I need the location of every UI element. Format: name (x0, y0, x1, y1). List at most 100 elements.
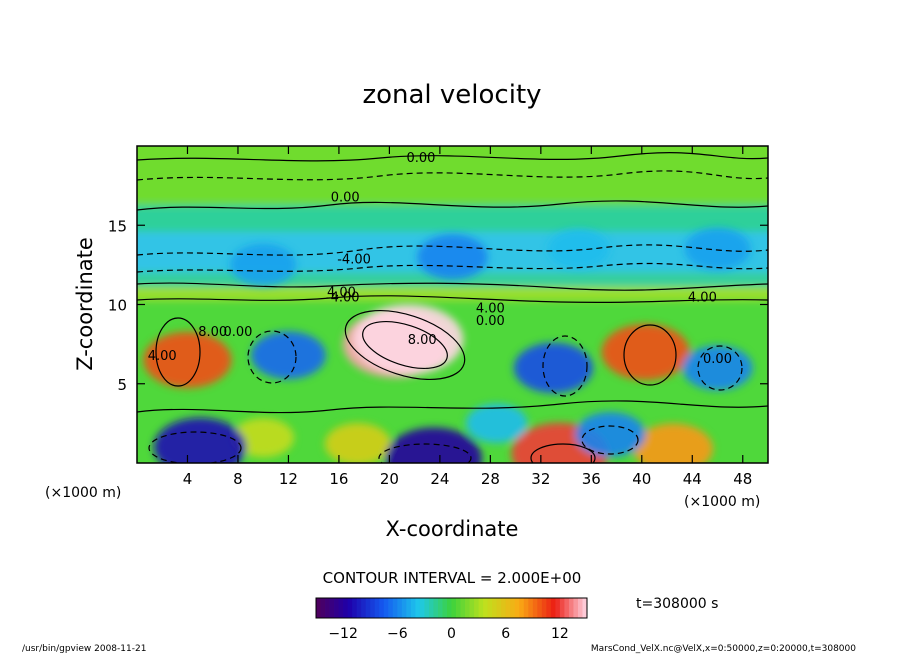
feature-17 (684, 228, 751, 271)
colorbar-cell-55 (564, 598, 570, 618)
contour-shear-top (137, 282, 768, 291)
colorbar-cell-54 (559, 598, 565, 618)
colorbar-cell-52 (550, 598, 556, 618)
colorbar-cell-53 (555, 598, 561, 618)
velocity-features (143, 228, 753, 463)
x-tick-label-3: 16 (329, 470, 348, 488)
colorbar-cell-58 (577, 598, 583, 618)
contour-bottom-negative-center (378, 443, 472, 463)
colorbar-cell-5 (338, 598, 344, 618)
colorbar-cell-59 (582, 598, 588, 618)
colorbar-cell-7 (347, 598, 353, 618)
contour-label-7: 0.00 (476, 314, 505, 329)
colorbar-cell-46 (523, 598, 529, 618)
chart-title: zonal velocity (362, 80, 541, 110)
colorbar-cell-41 (501, 598, 507, 618)
x-axis: 4 8 12 16 20 24 28 32 36 40 44 48 (183, 146, 752, 488)
contour-top (137, 152, 768, 162)
colorbar-cell-35 (474, 598, 479, 618)
colorbar-tick-label-0: −12 (328, 626, 358, 642)
contour-bottom-positive (530, 443, 596, 463)
band-shear (137, 287, 768, 303)
footer-left: /usr/bin/gpview 2008-11-21 (22, 644, 146, 654)
colorbar-cell-8 (352, 598, 358, 618)
colorbar-tick-label-2: 0 (447, 626, 456, 642)
contour-label-0: 0.00 (406, 151, 435, 166)
feature-3 (601, 324, 690, 381)
contour-label-1: 0.00 (331, 190, 360, 205)
colorbar-cell-37 (483, 598, 489, 618)
x-tick-label-8: 36 (582, 470, 601, 488)
contour-labels: 0.000.00-4.00-4.004.004.004.000.000.004.… (148, 151, 732, 367)
colorbar-cell-16 (388, 598, 394, 618)
contour-zero-upper (137, 200, 768, 211)
colorbar-cell-43 (510, 598, 516, 618)
colorbar-cell-51 (546, 598, 552, 618)
y-axis-label: Z-coordinate (73, 237, 97, 371)
contour-upper-dashed (137, 170, 768, 181)
feature-10 (251, 331, 326, 380)
contour-jet-core-1 (344, 310, 466, 380)
contour-label-6: 4.00 (688, 290, 717, 305)
colorbar-cell-10 (361, 598, 367, 618)
x-tick-label-11: 48 (733, 470, 752, 488)
colorbar-cell-26 (433, 598, 439, 618)
contour-label-11: 8.00 (198, 325, 227, 340)
colorbar-cell-56 (568, 598, 574, 618)
colorbar-cell-21 (410, 598, 416, 618)
contour-mid-negative (542, 335, 588, 397)
plot-area: 0.000.00-4.00-4.004.004.004.000.000.004.… (137, 146, 768, 463)
colorbar-cell-17 (392, 598, 398, 618)
x-tick-label-0: 4 (183, 470, 193, 488)
colorbar-cell-47 (528, 598, 534, 618)
footer-right: MarsCond_VelX.nc@VelX,x=0:50000,z=0:2000… (591, 644, 856, 654)
y-tick-label-1: 10 (108, 297, 127, 315)
colorbar-cell-13 (374, 598, 380, 618)
colorbar-cell-12 (370, 598, 376, 618)
colorbar-cell-44 (514, 598, 520, 618)
x-tick-label-2: 12 (279, 470, 298, 488)
colorbar-cell-6 (343, 598, 349, 618)
contour-label-9: 4.00 (148, 349, 177, 364)
contour-label-4: 4.00 (327, 286, 356, 301)
colorbar-ticks: −12 −6 0 6 12 (328, 626, 568, 642)
contour-label-12: 8.00 (408, 333, 437, 348)
x-axis-label: X-coordinate (386, 517, 519, 541)
colorbar-cell-25 (428, 598, 434, 618)
contour-bottom-negative-left (148, 431, 242, 463)
x-tick-label-5: 24 (430, 470, 449, 488)
y-tick-label-0: 5 (117, 376, 127, 394)
contour-negative-1 (137, 244, 768, 256)
colorbar-cell-39 (492, 598, 498, 618)
colorbar-cell-57 (573, 598, 579, 618)
colorbar-cell-50 (541, 598, 547, 618)
colorbar-tick-label-3: 6 (501, 626, 510, 642)
colorbar-cell-2 (325, 598, 330, 618)
x-tick-label-6: 28 (481, 470, 500, 488)
contour-label-2: -4.00 (337, 252, 371, 267)
band-lower-mid (137, 272, 768, 290)
colorbar-cell-45 (519, 598, 525, 618)
contour-right-negative (697, 345, 743, 391)
colorbar-cell-42 (505, 598, 511, 618)
y-tick-label-2: 15 (108, 217, 127, 235)
colorbar (316, 598, 588, 618)
x-tick-label-10: 44 (683, 470, 702, 488)
colorbar-cell-29 (446, 598, 452, 618)
colorbar-cell-18 (397, 598, 403, 618)
colorbar-cell-20 (406, 598, 412, 618)
colorbar-cell-11 (365, 598, 371, 618)
contour-negative-2 (137, 262, 768, 273)
colorbar-cell-19 (401, 598, 407, 618)
colorbar-cell-24 (424, 598, 430, 618)
feature-7 (232, 418, 294, 458)
colorbar-cell-4 (334, 598, 339, 618)
feature-6 (324, 422, 391, 463)
colorbar-cell-40 (496, 598, 502, 618)
y-axis: 5 10 15 (108, 217, 768, 394)
colorbar-cell-23 (419, 598, 425, 618)
feature-11 (513, 342, 594, 394)
contour-lines (137, 152, 768, 463)
colorbar-cell-14 (379, 598, 385, 618)
